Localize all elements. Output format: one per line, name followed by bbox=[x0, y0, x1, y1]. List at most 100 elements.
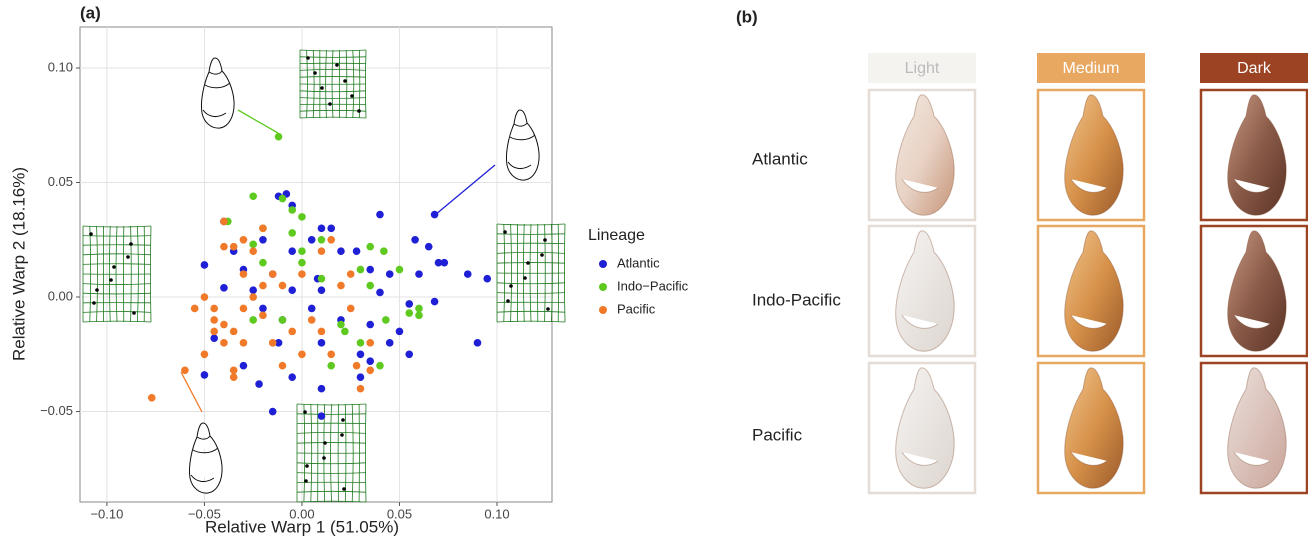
legend-marker bbox=[599, 306, 607, 314]
landmark bbox=[126, 255, 130, 259]
row-label: Pacific bbox=[752, 425, 803, 444]
landmark bbox=[305, 464, 309, 468]
point bbox=[147, 393, 156, 402]
point bbox=[405, 309, 414, 317]
point bbox=[200, 293, 209, 301]
point bbox=[259, 281, 267, 290]
warp-line bbox=[564, 223, 566, 323]
point bbox=[483, 274, 492, 283]
warp-line bbox=[296, 490, 367, 493]
column-header bbox=[868, 53, 976, 83]
row-label: Atlantic bbox=[752, 149, 808, 168]
point bbox=[366, 320, 375, 329]
warp-line bbox=[351, 403, 354, 503]
warp-grid bbox=[296, 403, 367, 503]
landmark bbox=[340, 433, 344, 437]
warp-grid bbox=[82, 225, 152, 323]
point bbox=[380, 247, 388, 256]
point bbox=[249, 293, 257, 301]
point bbox=[200, 371, 209, 379]
landmark bbox=[323, 441, 327, 445]
point bbox=[376, 210, 384, 219]
landmark bbox=[526, 261, 530, 265]
point bbox=[220, 217, 228, 226]
point bbox=[200, 350, 209, 359]
landmark bbox=[320, 86, 324, 90]
point bbox=[268, 270, 277, 278]
point bbox=[229, 327, 238, 336]
point bbox=[346, 304, 355, 313]
point bbox=[278, 316, 287, 324]
point bbox=[210, 334, 218, 343]
point bbox=[341, 327, 349, 336]
point bbox=[298, 350, 306, 359]
landmark bbox=[129, 242, 133, 246]
point bbox=[278, 361, 287, 370]
point bbox=[249, 240, 257, 249]
point bbox=[249, 316, 257, 324]
point bbox=[385, 270, 394, 278]
point bbox=[288, 327, 297, 336]
point bbox=[268, 407, 277, 416]
point bbox=[259, 224, 267, 233]
landmark bbox=[543, 238, 547, 242]
point bbox=[356, 339, 365, 347]
landmark bbox=[303, 410, 307, 414]
point bbox=[317, 224, 326, 233]
point bbox=[298, 270, 306, 278]
warp-line bbox=[365, 403, 367, 503]
point bbox=[255, 380, 263, 388]
point bbox=[274, 339, 283, 347]
landmark bbox=[342, 487, 346, 491]
warp-grid bbox=[299, 49, 367, 119]
point bbox=[249, 192, 257, 201]
point bbox=[434, 258, 443, 267]
legend-label: Atlantic bbox=[617, 255, 660, 270]
landmark bbox=[328, 102, 332, 106]
point bbox=[181, 366, 189, 375]
point bbox=[395, 327, 404, 336]
landmark bbox=[540, 253, 544, 257]
warp-line bbox=[496, 320, 566, 323]
point bbox=[278, 281, 287, 290]
point bbox=[220, 284, 228, 292]
column-header bbox=[1037, 53, 1145, 83]
legend-marker bbox=[599, 260, 607, 268]
point bbox=[249, 247, 257, 256]
point bbox=[405, 300, 414, 308]
point bbox=[307, 316, 316, 324]
landmark bbox=[350, 94, 354, 98]
legend-title: Lineage bbox=[588, 227, 645, 244]
point bbox=[317, 412, 326, 420]
point bbox=[298, 247, 306, 256]
point bbox=[307, 304, 316, 313]
panel-label: (b) bbox=[736, 7, 758, 26]
landmark bbox=[92, 301, 96, 305]
warp-line bbox=[345, 49, 348, 119]
point bbox=[298, 213, 306, 221]
point bbox=[356, 265, 365, 274]
warp-line bbox=[365, 49, 367, 119]
point bbox=[376, 361, 384, 370]
point bbox=[356, 384, 365, 393]
column-header bbox=[1200, 53, 1308, 83]
y-tick-label: 0.10 bbox=[48, 59, 73, 74]
row-label: Indo-Pacific bbox=[752, 290, 841, 309]
point bbox=[229, 373, 238, 381]
column-label: Light bbox=[905, 60, 940, 77]
point bbox=[259, 304, 267, 313]
point bbox=[239, 235, 248, 244]
point bbox=[288, 373, 297, 381]
point bbox=[337, 281, 345, 290]
point bbox=[239, 270, 248, 278]
warp-line bbox=[551, 223, 553, 323]
point bbox=[210, 327, 218, 336]
point bbox=[288, 286, 297, 294]
point bbox=[327, 361, 336, 370]
point bbox=[317, 327, 326, 336]
warp-line bbox=[150, 225, 152, 323]
point bbox=[220, 320, 228, 329]
landmark bbox=[95, 288, 99, 292]
legend-label: Pacific bbox=[617, 301, 656, 316]
